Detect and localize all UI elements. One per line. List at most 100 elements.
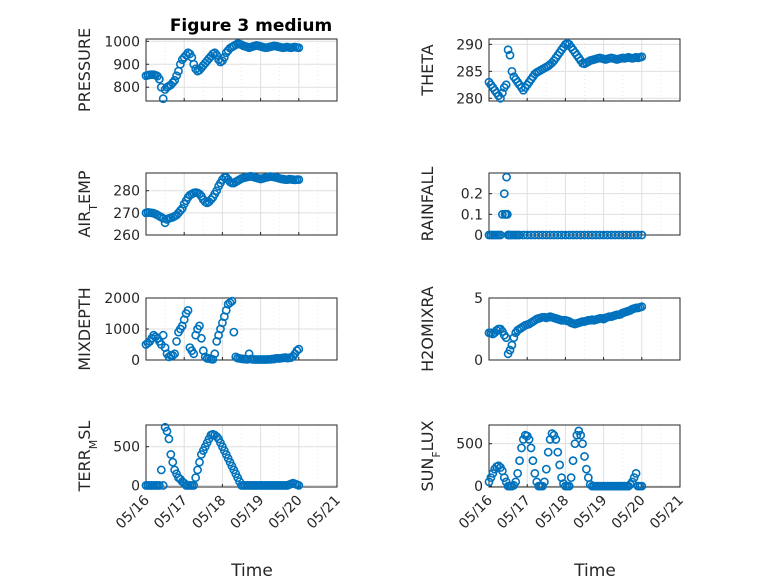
data-point <box>168 78 178 88</box>
data-point <box>509 333 519 343</box>
data-point <box>543 447 553 457</box>
y-axis-label: H2OMIXRA <box>418 286 437 372</box>
data-point <box>496 93 505 103</box>
data-point <box>503 45 513 55</box>
data-point <box>574 426 584 436</box>
data-point <box>513 469 523 478</box>
data-point <box>528 456 538 466</box>
data-point <box>505 50 515 60</box>
data-point <box>189 59 199 69</box>
y-axis-label: AIRTEMP <box>75 170 100 237</box>
axes-frame <box>488 424 681 488</box>
y-tick-label: 2000 <box>104 291 140 307</box>
data-point <box>168 457 178 467</box>
subplot-h2omixra: 0 5 H2OMIXRA <box>418 286 681 372</box>
data-point <box>572 430 582 440</box>
y-tick-label: 1000 <box>104 322 140 338</box>
y-axis-label: THETA <box>418 44 437 96</box>
data-point <box>227 296 237 306</box>
data-point <box>195 457 204 467</box>
subplot-rainfall: 0 0.1 0.2 RAINFALL <box>418 167 681 244</box>
data-point <box>564 481 574 491</box>
y-tick-label: 0 <box>131 478 140 494</box>
y-tick-label: 280 <box>113 184 140 200</box>
data-point <box>156 465 166 475</box>
x-tick-label: 05/17 <box>151 493 191 533</box>
axes-frame <box>488 38 681 102</box>
x-tick-label: 05/20 <box>609 493 649 533</box>
data-point <box>637 52 647 62</box>
data-point <box>499 473 509 483</box>
figure-title: Figure 3 medium <box>170 16 332 36</box>
data-point <box>191 64 201 74</box>
x-tick-label: 05/18 <box>532 493 572 533</box>
data-point <box>486 473 496 483</box>
data-point <box>547 429 557 438</box>
data-point <box>517 443 526 453</box>
data-point <box>212 186 222 196</box>
data-point <box>191 473 201 483</box>
x-tick-label: 05/17 <box>494 493 534 533</box>
data-point <box>294 175 304 185</box>
data-point <box>175 206 185 216</box>
data-point <box>292 346 302 356</box>
x-tick-label: 05/20 <box>266 493 306 533</box>
data-point <box>497 88 507 98</box>
x-tick-label: 05/21 <box>304 493 344 533</box>
data-point <box>499 189 509 199</box>
y-tick-label: 0 <box>474 228 483 244</box>
data-point <box>507 66 517 76</box>
data-point <box>170 75 180 85</box>
y-axis-label: MIXDEPTH <box>75 287 94 370</box>
data-point <box>170 349 180 359</box>
x-axis-label-right: Time <box>573 561 616 581</box>
x-tick-label: 05/19 <box>571 493 611 533</box>
y-tick-label: 0.1 <box>461 207 483 223</box>
data-point <box>502 172 511 182</box>
data-point <box>629 473 639 483</box>
x-tick-label: 05/16 <box>113 492 153 532</box>
data-point <box>627 477 637 487</box>
y-tick-label: 800 <box>113 80 140 96</box>
data-point <box>576 430 586 440</box>
x-tick-label: 05/19 <box>228 493 268 533</box>
x-tick-label: 05/18 <box>189 493 229 533</box>
data-point <box>484 477 494 487</box>
data-point <box>502 209 512 219</box>
data-point <box>219 52 229 62</box>
subplot-mixdepth: 0 1000 2000 MIXDEPTH <box>75 287 338 371</box>
axes-frame <box>145 172 338 236</box>
data-point <box>158 330 168 340</box>
data-point <box>225 298 235 308</box>
data-point <box>578 439 587 449</box>
data-point <box>210 349 220 359</box>
y-tick-label: 5 <box>474 291 483 307</box>
data-point <box>501 80 511 90</box>
y-tick-label: 1000 <box>104 34 140 50</box>
data-point <box>172 336 181 346</box>
data-point <box>633 230 643 240</box>
data-point <box>177 204 187 213</box>
data-point <box>582 464 591 474</box>
y-tick-label: 260 <box>113 228 140 244</box>
y-tick-label: 0.2 <box>461 187 483 203</box>
y-tick-label: 270 <box>113 206 140 222</box>
data-point <box>538 481 547 491</box>
data-point <box>229 327 239 337</box>
data-point <box>294 481 304 490</box>
data-point <box>541 464 551 474</box>
data-point <box>553 447 563 457</box>
axes-frame <box>145 38 338 102</box>
x-tick-label: 05/21 <box>647 493 687 533</box>
subplot-pressure: 800 900 1000 PRESSURE <box>75 28 338 112</box>
data-point <box>168 350 178 360</box>
data-point <box>294 43 304 53</box>
data-point <box>154 481 164 490</box>
subplot-terr: 0 500 TERRMSL 05/1605/1705/1805/1905/2005/2… <box>75 421 344 533</box>
data-point <box>637 230 647 240</box>
y-tick-label: 285 <box>456 64 483 80</box>
data-point <box>195 321 204 331</box>
data-point <box>637 481 647 491</box>
y-tick-label: 0 <box>474 479 483 495</box>
subplot-sun: 0 500 SUNFLUX 05/1605/1705/1805/1905/2005/2… <box>418 420 687 532</box>
